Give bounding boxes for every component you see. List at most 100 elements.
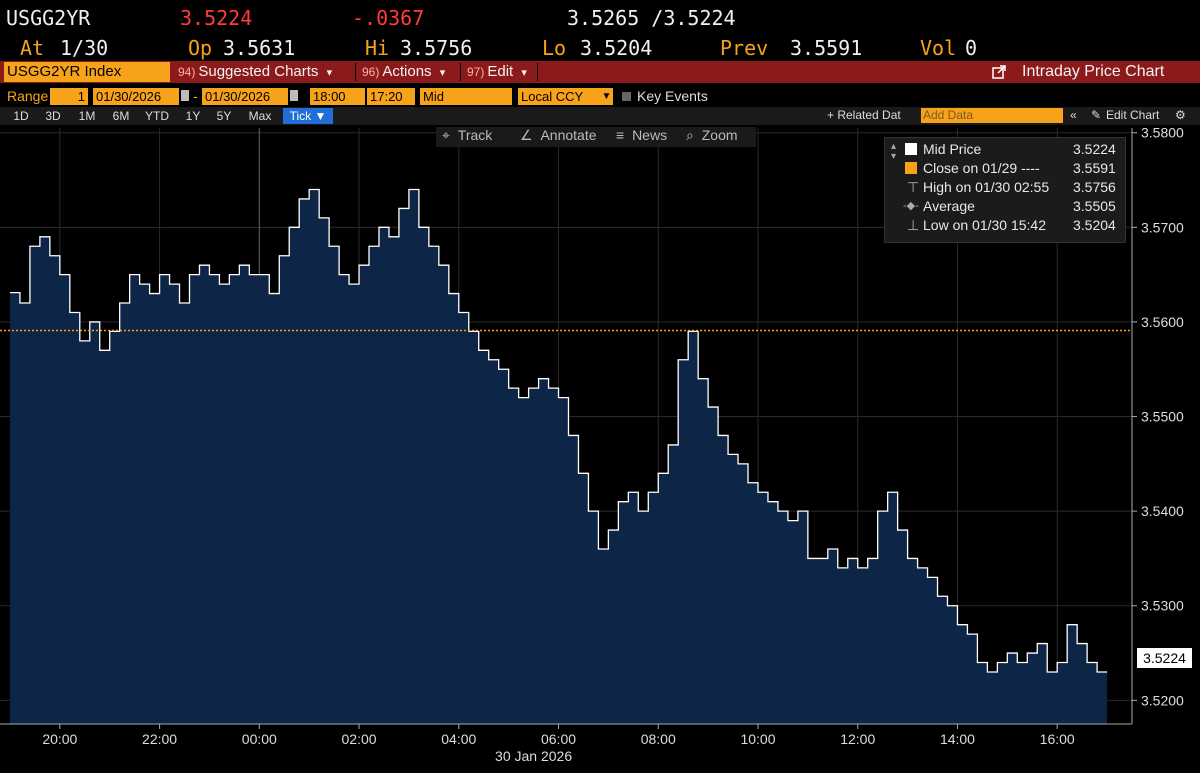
start-time-field[interactable]: 18:00 (310, 88, 365, 105)
function-toolbar: USGG2YR Index 94) Suggested Charts ▾ 96) A… (0, 61, 1200, 83)
price-area (9, 189, 1108, 724)
calendar-icon[interactable] (181, 90, 189, 101)
legend-value: 3.5505 (1073, 198, 1116, 214)
start-date-field[interactable]: 01/30/2026 (93, 88, 179, 105)
legend-value: 3.5224 (1073, 141, 1116, 157)
zoom-button[interactable]: ⌕ Zoom (686, 127, 738, 147)
chevron-down-icon: ▾ (326, 67, 333, 79)
add-data-input[interactable]: Add Data (921, 108, 1063, 123)
key-events-label: Key Events (637, 88, 708, 104)
news-button[interactable]: ≡ News (616, 127, 667, 147)
legend-item-mid[interactable]: Mid Price 3.5224 (885, 140, 1125, 159)
edit-button[interactable]: 97) Edit ▾ (467, 61, 527, 83)
current-value-tag: 3.5224 (1137, 648, 1192, 668)
period-5y[interactable]: 5Y (216, 109, 232, 123)
legend-value: 3.5756 (1073, 179, 1116, 195)
high-label: Hi (365, 36, 390, 60)
period-3d[interactable]: 3D (45, 109, 61, 123)
chevron-down-icon: ▾ (521, 67, 527, 79)
x-tick-label: 20:00 (42, 731, 77, 747)
period-1m[interactable]: 1M (78, 109, 96, 123)
legend-swatch-white (905, 143, 917, 155)
x-tick-label: 16:00 (1040, 731, 1075, 747)
edit-chart-button[interactable]: Edit Chart (1106, 108, 1160, 122)
range-row: Range 1 01/30/2026 - 01/30/2026 18:00 17… (0, 87, 1200, 107)
track-button[interactable]: ⌖ Track (442, 127, 492, 147)
prev-value: 3.5591 (790, 36, 863, 60)
chart-title: Intraday Price Chart (1022, 63, 1165, 80)
annotate-button[interactable]: ∠ Annotate (520, 127, 597, 147)
security-field[interactable]: USGG2YR Index (4, 62, 170, 82)
legend-item-average[interactable]: -◆- Average 3.5505 (885, 197, 1125, 216)
vol-label: Vol (920, 36, 957, 60)
pencil-icon[interactable]: ✎ (1091, 108, 1102, 122)
range-label: Range (7, 88, 49, 104)
legend-value: 3.5591 (1073, 160, 1116, 176)
x-tick-label: 00:00 (242, 731, 277, 747)
y-tick-label: 3.5600 (1141, 314, 1184, 330)
zoom-label: Zoom (701, 127, 738, 143)
y-tick-label: 3.5400 (1141, 503, 1184, 519)
x-tick-label: 22:00 (142, 731, 177, 747)
legend-item-low[interactable]: ⊥ Low on 01/30 15:42 3.5204 (885, 216, 1125, 235)
suggested-charts-num: 94) (178, 65, 196, 79)
legend-label: Close on 01/29 ---- (923, 160, 1040, 176)
chart-tools (436, 127, 756, 147)
net-change: -.0367 (352, 6, 425, 30)
related-data-button[interactable]: + Related Dat (827, 108, 901, 122)
legend-label: Low on 01/30 15:42 (923, 217, 1046, 233)
suggested-charts-button[interactable]: 94) Suggested Charts ▾ (178, 61, 332, 83)
high-value: 3.5756 (400, 36, 473, 60)
open-value: 3.5631 (223, 36, 296, 60)
collapse-icon[interactable]: « (1070, 108, 1077, 122)
prev-label: Prev (720, 36, 769, 60)
period-max[interactable]: Max (248, 109, 272, 123)
y-tick-label: 3.5500 (1141, 409, 1184, 425)
period-1y[interactable]: 1Y (185, 109, 201, 123)
period-ytd[interactable]: YTD (145, 109, 169, 123)
ticker-symbol: USGG2YR (6, 6, 91, 30)
currency-select[interactable]: Local CCY (518, 88, 600, 105)
popout-icon[interactable] (992, 65, 1006, 79)
end-date-field[interactable]: 01/30/2026 (202, 88, 288, 105)
last-price: 3.5224 (180, 6, 253, 30)
low-label: Lo (542, 36, 567, 60)
magnifier-icon: ⌕ (686, 127, 694, 143)
key-events-checkbox[interactable] (622, 92, 631, 101)
crosshair-icon: ⌖ (442, 127, 450, 143)
legend-item-high[interactable]: ⊤ High on 01/30 02:55 3.5756 (885, 178, 1125, 197)
gear-icon[interactable]: ⚙ (1175, 108, 1186, 122)
currency-dropdown-icon[interactable]: ▼ (600, 88, 613, 105)
x-axis-label: 30 Jan 2026 (495, 748, 572, 764)
x-tick-label: 08:00 (641, 731, 676, 747)
legend-label: High on 01/30 02:55 (923, 179, 1050, 195)
list-icon: ≡ (616, 127, 625, 143)
vol-value: 0 (965, 36, 978, 60)
period-1d[interactable]: 1D (13, 109, 29, 123)
x-tick-label: 12:00 (840, 731, 875, 747)
average-marker-icon: -◆- (903, 200, 919, 212)
legend-item-close[interactable]: Close on 01/29 ---- 3.5591 (885, 159, 1125, 178)
actions-num: 96) (362, 65, 380, 79)
at-value: 1/30 (60, 36, 109, 60)
period-6m[interactable]: 6M (112, 109, 130, 123)
price-line (9, 188, 1108, 673)
actions-button[interactable]: 96) Actions ▾ (362, 61, 445, 83)
y-tick-label: 3.5700 (1141, 219, 1184, 235)
range-count-field[interactable]: 1 (50, 88, 88, 105)
calendar-icon[interactable] (290, 90, 298, 101)
legend-label: Average (923, 198, 975, 214)
edit-num: 97) (467, 65, 485, 79)
track-label: Track (457, 127, 493, 143)
x-tick-label: 10:00 (740, 731, 775, 747)
high-marker-icon: ⊤ (907, 179, 920, 195)
period-tick[interactable]: Tick ▼ (283, 108, 333, 124)
end-time-field[interactable]: 17:20 (367, 88, 415, 105)
quote-stats: At 1/30 Op 3.5631 Hi 3.5756 Lo 3.5204 Pr… (0, 32, 1200, 60)
edit-label: Edit (487, 63, 514, 80)
legend-arrows-icon[interactable]: ▴ ▾ (891, 141, 897, 162)
pricing-field[interactable]: Mid (420, 88, 512, 105)
range-dash: - (193, 88, 198, 104)
period-row: 1D 3D 1M 6M YTD 1Y 5Y Max Tick ▼ + Relat… (0, 107, 1200, 125)
low-value: 3.5204 (580, 36, 653, 60)
